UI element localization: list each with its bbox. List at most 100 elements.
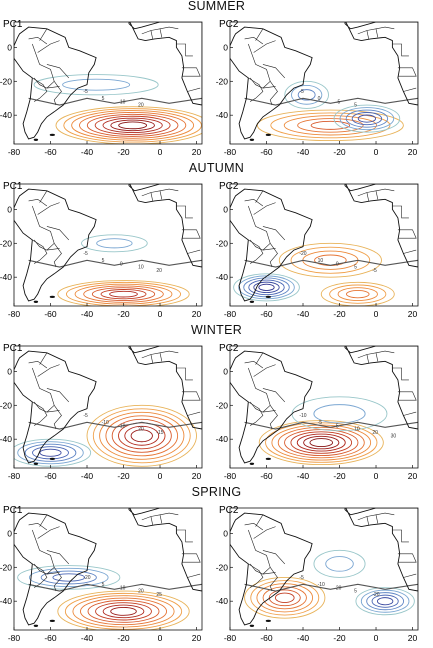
country-border	[150, 192, 153, 201]
tierra-del-fuego	[33, 138, 39, 141]
contour-line	[329, 284, 387, 304]
contour-line	[291, 85, 323, 105]
contour-line	[303, 435, 340, 450]
country-border	[46, 572, 60, 575]
x-tick-label: 0	[374, 147, 379, 157]
country-border	[248, 401, 264, 426]
contour-label: 20	[138, 103, 144, 109]
contour-line	[278, 242, 382, 278]
contour-line	[271, 424, 372, 461]
contour-label: -20	[83, 575, 90, 581]
y-tick-label: -20	[0, 238, 12, 248]
country-border	[176, 529, 193, 543]
country-border	[28, 36, 48, 45]
country-border	[150, 30, 153, 39]
contour-line	[313, 404, 366, 424]
africa-coastline	[128, 346, 202, 430]
y-tick-label: -40	[0, 272, 12, 282]
falkland-islands	[265, 133, 271, 136]
country-border	[28, 360, 48, 369]
x-tick-label: 0	[374, 309, 379, 319]
contour-line	[248, 279, 285, 296]
x-tick-label: 20	[408, 471, 418, 481]
contour-label: 10	[354, 427, 360, 433]
map-panel: PC1 -5 5 0 10 20 0 -20 -40 -80 -60 -40 -20 0 20	[0, 176, 208, 324]
country-border	[32, 239, 48, 264]
contour-label: 5	[102, 582, 105, 588]
country-border	[366, 30, 369, 39]
country-border	[28, 522, 48, 531]
contour-label: 5	[102, 258, 105, 264]
country-border	[46, 388, 70, 403]
contour-line	[80, 597, 168, 626]
country-border	[46, 248, 60, 251]
country-border	[150, 354, 153, 363]
contour-line	[118, 121, 148, 130]
tierra-del-fuego	[249, 300, 255, 303]
contour-line	[86, 404, 197, 467]
y-tick-label: -40	[0, 596, 12, 606]
country-border	[392, 529, 409, 543]
contour-field	[230, 22, 418, 142]
contour-line	[366, 592, 405, 611]
contour-label: 0	[318, 96, 321, 102]
x-tick-label: -80	[8, 147, 21, 157]
country-border	[366, 192, 369, 201]
contour-label: 5	[354, 103, 357, 109]
contour-line	[79, 111, 187, 139]
contour-label: 0	[336, 261, 339, 267]
contour-line	[277, 426, 365, 459]
contour-line	[91, 287, 156, 302]
country-border	[181, 391, 201, 401]
y-tick-label: -40	[216, 272, 229, 282]
x-tick-label: 0	[374, 471, 379, 481]
y-tick-label: 0	[223, 204, 228, 214]
tierra-del-fuego	[33, 300, 39, 303]
contour-line	[309, 438, 334, 448]
x-tick-label: 20	[192, 147, 202, 157]
country-border	[262, 410, 276, 413]
contour-line	[14, 438, 92, 467]
x-tick-label: -60	[44, 471, 57, 481]
contour-label: 10	[120, 423, 126, 429]
country-border	[262, 226, 286, 241]
contour-line	[244, 577, 326, 619]
country-border	[53, 405, 62, 430]
contour-line	[62, 78, 131, 91]
contour-line	[55, 106, 202, 144]
south-america-coastline	[14, 512, 97, 626]
south-america-coastline	[230, 26, 313, 140]
country-border	[141, 26, 179, 35]
contour-line	[39, 448, 62, 457]
contour-field	[230, 184, 418, 306]
contour-line	[253, 281, 280, 294]
contour-field	[230, 346, 418, 466]
country-border	[39, 190, 48, 203]
country-border	[46, 64, 70, 79]
x-tick-label: -40	[81, 309, 94, 319]
x-tick-label: -60	[260, 471, 273, 481]
panel-label: PC2	[219, 343, 239, 354]
country-border	[357, 26, 395, 35]
contour-label: -5	[83, 251, 88, 257]
contour-line	[102, 604, 145, 619]
contour-label: 20	[372, 430, 378, 436]
contour-label: -15	[156, 430, 163, 436]
country-border	[176, 205, 193, 219]
contour-line	[284, 429, 359, 457]
contour-line	[24, 443, 77, 462]
x-tick-label: 0	[158, 633, 163, 643]
country-border	[392, 367, 409, 381]
country-border	[403, 411, 417, 416]
contour-line	[110, 606, 137, 616]
map-panel: PC2 -10 -5 5 10 20 30 0 -20 -40 -80 -60 -40 -20 0 20	[216, 338, 424, 486]
x-tick-label: -80	[224, 309, 237, 319]
y-tick-label: 0	[223, 366, 228, 376]
x-tick-label: 0	[158, 471, 163, 481]
contour-line	[32, 446, 69, 460]
contour-line	[130, 429, 153, 443]
country-border	[141, 188, 179, 197]
x-tick-label: -60	[44, 633, 57, 643]
south-america-coastline	[230, 188, 313, 302]
x-tick-label: -80	[224, 633, 237, 643]
